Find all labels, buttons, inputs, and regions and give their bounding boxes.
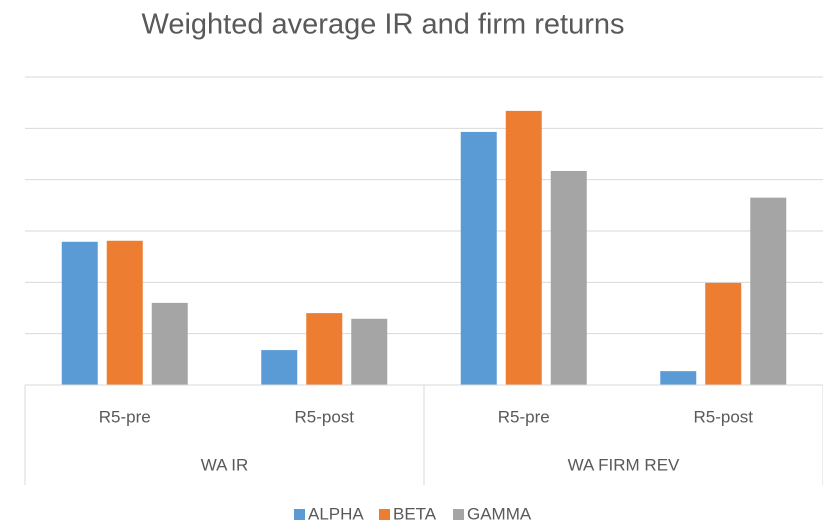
- bar: [151, 302, 188, 385]
- bar: [460, 131, 497, 385]
- bar: [750, 197, 787, 385]
- legend-swatch: [294, 509, 305, 520]
- bar: [261, 350, 298, 385]
- bar: [705, 282, 742, 385]
- group-label: WA FIRM REV: [568, 455, 680, 474]
- bar: [106, 240, 143, 385]
- bar: [505, 110, 542, 385]
- legend-label: GAMMA: [467, 504, 532, 523]
- x-tick-label: R5-pre: [99, 407, 151, 426]
- group-label: WA IR: [201, 455, 249, 474]
- bar: [306, 313, 343, 385]
- bar: [660, 371, 697, 385]
- x-tick-label: R5-post: [693, 407, 753, 426]
- legend-label: ALPHA: [308, 504, 364, 523]
- bar: [550, 170, 587, 385]
- chart-title: Weighted average IR and firm returns: [141, 9, 624, 41]
- x-tick-label: R5-post: [294, 407, 354, 426]
- bar: [351, 318, 388, 385]
- bar: [61, 241, 98, 385]
- legend-label: BETA: [393, 504, 437, 523]
- legend-swatch: [453, 509, 464, 520]
- x-tick-label: R5-pre: [498, 407, 550, 426]
- legend-swatch: [379, 509, 390, 520]
